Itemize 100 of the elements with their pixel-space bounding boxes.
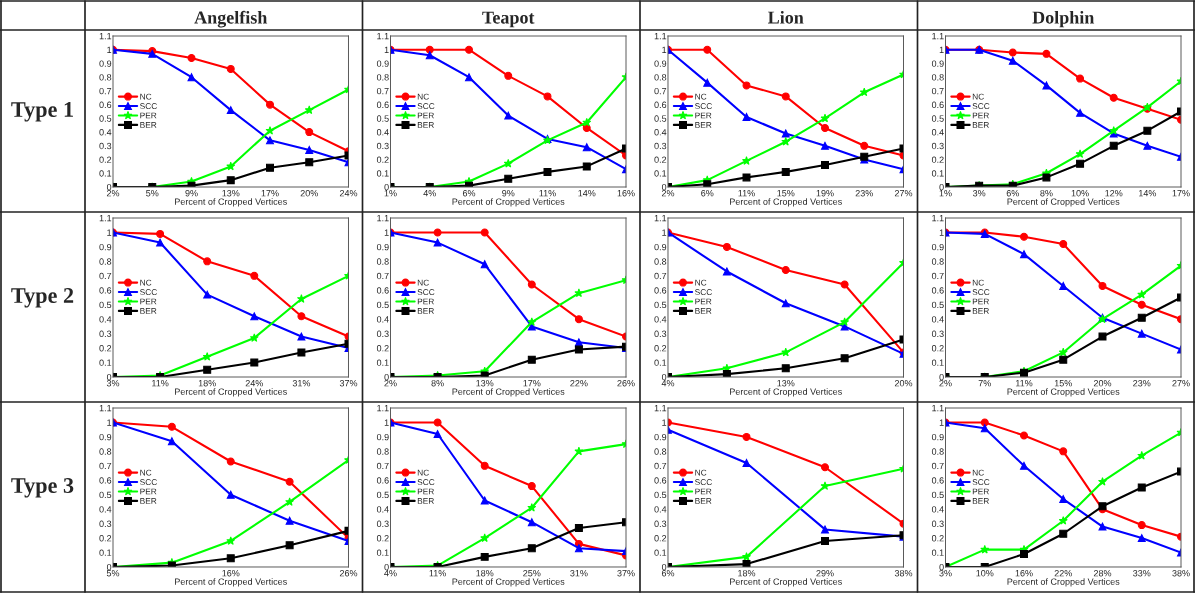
y-tick-label: 0 (939, 373, 944, 381)
legend-label: SCC (140, 479, 157, 486)
y-tick-label: 0.1 (654, 170, 667, 177)
x-axis-title: Percent of Cropped Vertices (175, 198, 287, 207)
y-tick-label: 0.2 (931, 535, 944, 542)
x-tick-label: 8% (1040, 190, 1053, 197)
y-tick-label: 0.7 (99, 462, 112, 470)
y-tick-label: 0.7 (376, 87, 389, 95)
legend-label: NC (417, 93, 429, 100)
legend-label: BER (695, 498, 712, 504)
y-tick-label: 0.1 (931, 549, 944, 556)
x-tick-label: 1% (384, 190, 397, 197)
y-tick-label: 0.4 (654, 129, 667, 136)
y-tick-label: 0.2 (99, 535, 112, 542)
x-axis-title: Percent of Cropped Vertices (730, 578, 842, 587)
y-tick-label: 0.6 (654, 287, 667, 294)
y-tick-label: 0.3 (654, 520, 667, 527)
y-tick-label: 0.2 (99, 156, 112, 163)
x-tick-label: 4% (423, 190, 436, 197)
y-tick-label: 0.6 (654, 477, 667, 484)
y-tick-label: 0.3 (376, 330, 389, 337)
x-tick-label: 7% (978, 380, 991, 387)
x-tick-label: 18% (738, 570, 756, 577)
x-axis-title: Percent of Cropped Vertices (175, 388, 287, 397)
y-tick-label: 0.5 (376, 491, 389, 499)
y-tick-label: 0.7 (376, 462, 389, 470)
x-tick-label: 22% (1054, 570, 1072, 577)
legend-label: BER (417, 308, 434, 314)
y-tick-label: 0.3 (654, 142, 667, 150)
y-tick-label: 0.9 (99, 60, 112, 67)
y-tick-label: 1 (384, 46, 389, 53)
legend-label: SCC (695, 289, 712, 296)
x-axis-title: Percent of Cropped Vertices (452, 198, 565, 207)
y-tick-label: 0.3 (99, 142, 112, 150)
y-tick-label: 0 (106, 563, 112, 571)
x-tick-label: 5% (106, 570, 120, 577)
y-tick-label: 0.5 (654, 115, 667, 122)
x-tick-label: 16% (1015, 570, 1033, 577)
y-tick-label: 0.4 (931, 506, 944, 513)
x-tick-label: 31% (570, 570, 588, 577)
x-tick-label: 6% (661, 570, 675, 577)
y-tick-label: 0.4 (931, 316, 944, 323)
legend-label: NC (972, 93, 984, 100)
y-tick-label: 0.7 (376, 272, 389, 280)
y-tick-label: 0.2 (99, 345, 112, 352)
y-tick-label: 0.5 (99, 491, 112, 499)
legend-label: BER (417, 122, 434, 128)
x-tick-label: 15% (777, 190, 795, 197)
x-tick-label: 17% (523, 380, 541, 387)
y-tick-label: 0.3 (931, 520, 944, 527)
legend-label: SCC (417, 103, 435, 110)
y-tick-label: 0.3 (99, 330, 112, 337)
y-tick-label: 0.9 (99, 243, 112, 251)
y-tick-label: 1 (662, 46, 667, 53)
x-tick-label: 24% (245, 380, 264, 387)
chart-title: Lion (767, 10, 804, 24)
legend-label: PER (972, 488, 989, 495)
x-axis-title: Percent of Cropped Vertices (1007, 578, 1120, 587)
legend-label: NC (972, 279, 984, 286)
x-tick-label: 2% (106, 190, 120, 197)
x-tick-label: 33% (1133, 570, 1151, 577)
y-tick-label: 0.8 (654, 74, 667, 81)
y-tick-label: 0 (106, 373, 112, 381)
y-tick-label: 0.9 (99, 433, 112, 441)
x-tick-label: 11% (738, 190, 755, 197)
x-tick-label: 26% (617, 380, 635, 387)
y-tick-label: 1 (107, 419, 112, 426)
y-tick-label: 1 (939, 46, 944, 53)
legend-label: PER (695, 112, 712, 119)
y-tick-label: 0.7 (99, 272, 112, 280)
y-tick-label: 0.8 (931, 258, 944, 265)
y-tick-label: 0 (384, 563, 389, 571)
x-tick-label: 37% (617, 570, 635, 577)
x-tick-label: 28% (1093, 570, 1112, 577)
x-tick-label: 9% (185, 190, 198, 197)
y-tick-label: 0.5 (931, 301, 944, 309)
x-tick-label: 2% (384, 380, 397, 387)
y-tick-label: 0.1 (376, 549, 389, 556)
y-tick-label: 0.3 (376, 520, 389, 527)
y-tick-label: 0.2 (654, 535, 667, 542)
legend-label: NC (140, 279, 152, 286)
y-tick-label: 0.5 (99, 115, 112, 122)
legend-label: SCC (417, 479, 435, 486)
y-tick-label: 0.3 (376, 142, 389, 150)
y-tick-label: 0.9 (654, 243, 667, 251)
y-tick-label: 0.8 (99, 448, 112, 455)
y-tick-label: 1 (107, 229, 112, 236)
x-tick-label: 25% (523, 570, 541, 577)
y-tick-label: 0.6 (99, 101, 112, 108)
y-tick-label: 0 (939, 183, 944, 191)
legend-label: PER (417, 488, 434, 495)
x-tick-label: 3% (106, 380, 120, 387)
x-tick-label: 23% (1133, 380, 1151, 387)
y-axis-title: Type 1 (11, 102, 73, 122)
y-tick-label: 0.9 (931, 433, 944, 441)
x-tick-label: 6% (1006, 190, 1019, 197)
x-tick-label: 18% (198, 380, 216, 387)
y-tick-label: 0.6 (99, 287, 112, 294)
x-tick-label: 4% (384, 570, 397, 577)
legend-label: SCC (695, 103, 712, 110)
